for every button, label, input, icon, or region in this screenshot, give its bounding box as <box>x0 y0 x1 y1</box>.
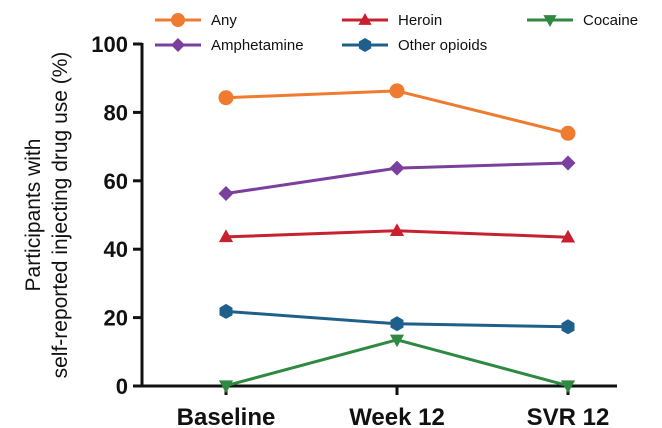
data-point-cocaine-baseline <box>218 380 234 394</box>
legend-item-any: Any <box>155 12 237 29</box>
legend-label-other-opioids: Other opioids <box>398 37 487 54</box>
legend-marker-heroin <box>358 13 372 25</box>
legend-label-heroin: Heroin <box>398 12 442 29</box>
data-point-amphetamine-baseline <box>218 186 234 201</box>
data-point-heroin-week-12 <box>389 223 405 236</box>
legend-marker-amphetamine <box>171 38 185 52</box>
y-tick-label: 100 <box>91 32 128 57</box>
data-point-any-week-12 <box>389 83 405 99</box>
x-tick-label-week-12: Week 12 <box>349 404 445 428</box>
data-point-other-opioids-svr-12 <box>561 319 575 335</box>
x-tick-label-baseline: Baseline <box>177 404 276 428</box>
y-axis-title: Participants with self-reported injectin… <box>22 52 72 379</box>
series-heroin <box>218 223 576 243</box>
legend-label-any: Any <box>211 12 237 29</box>
legend: Any Amphetamine Heroin Other opioids Cocaine <box>155 12 638 54</box>
y-tick-label: 80 <box>104 100 128 125</box>
y-axis-title-line-2: self-reported injecting drug use (%) <box>49 52 72 379</box>
y-tick-label: 0 <box>116 374 128 399</box>
data-point-amphetamine-svr-12 <box>560 155 576 171</box>
y-tick-label: 20 <box>104 306 128 331</box>
data-point-any-svr-12 <box>560 125 576 141</box>
axes: 0 20 40 60 80 100 Baseline Week 12 SVR 12 <box>91 32 617 428</box>
data-point-other-opioids-week-12 <box>390 316 404 332</box>
legend-label-cocaine: Cocaine <box>583 12 638 29</box>
series-any <box>218 83 576 141</box>
series-layer <box>218 83 576 394</box>
series-other-opioids <box>219 303 575 335</box>
data-point-cocaine-svr-12 <box>560 380 576 394</box>
x-tick-label-svr-12: SVR 12 <box>527 404 610 428</box>
legend-item-heroin: Heroin <box>342 12 442 29</box>
y-tick-label: 40 <box>104 237 128 262</box>
y-axis-title-line-1: Participants with <box>22 139 45 292</box>
data-point-heroin-svr-12 <box>560 229 576 243</box>
data-point-cocaine-week-12 <box>389 334 405 348</box>
series-cocaine <box>218 334 576 394</box>
series-amphetamine <box>218 155 576 201</box>
y-tick-label: 60 <box>104 169 128 194</box>
legend-item-other-opioids: Other opioids <box>342 37 487 54</box>
legend-item-cocaine: Cocaine <box>527 12 638 29</box>
legend-marker-other-opioids <box>358 38 372 52</box>
data-point-any-baseline <box>218 90 234 106</box>
data-point-other-opioids-baseline <box>219 303 233 319</box>
legend-item-amphetamine: Amphetamine <box>155 37 304 54</box>
legend-marker-cocaine <box>543 15 557 27</box>
data-point-amphetamine-week-12 <box>389 160 405 176</box>
legend-marker-any <box>171 13 185 27</box>
data-point-heroin-baseline <box>218 229 234 243</box>
legend-label-amphetamine: Amphetamine <box>211 37 304 54</box>
